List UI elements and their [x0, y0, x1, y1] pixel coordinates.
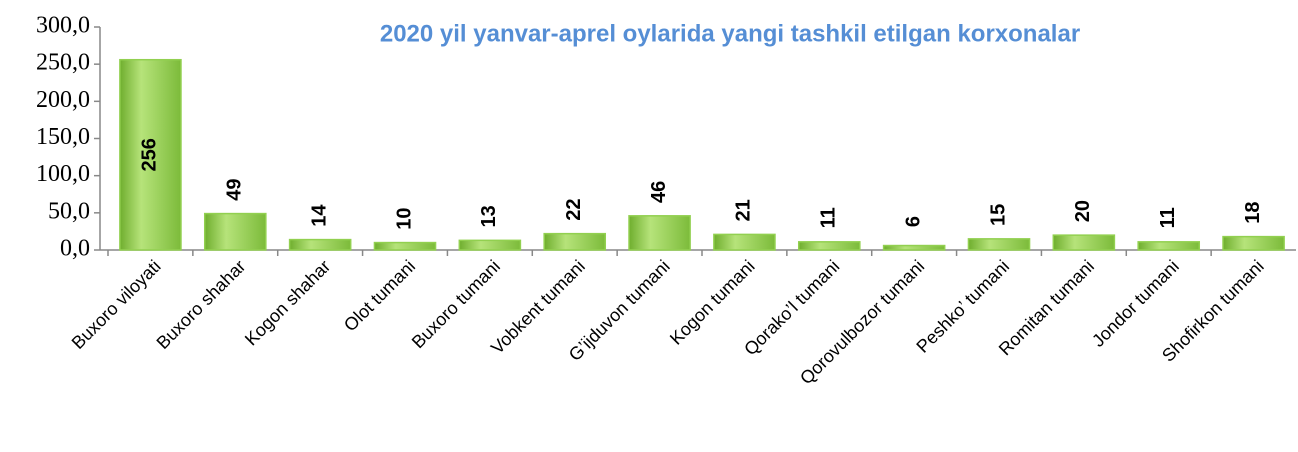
y-tick-label: 250,0 — [36, 50, 90, 76]
bar — [713, 233, 776, 251]
x-tick-label: Buxoro viloyati — [68, 256, 165, 353]
value-label: 11 — [1157, 207, 1179, 228]
x-tick-label: Kogon tumani — [666, 256, 759, 349]
y-tick-label: 200,0 — [36, 87, 90, 113]
bar — [458, 239, 522, 251]
value-label: 46 — [648, 181, 670, 203]
y-tick-label: 100,0 — [36, 161, 90, 187]
x-tick-label: Kogon shahar — [241, 256, 334, 349]
value-label: 14 — [308, 204, 330, 227]
y-tick-label: 300,0 — [36, 13, 90, 39]
y-tick-label: 50,0 — [48, 198, 90, 224]
bar — [1222, 235, 1285, 251]
x-tick-label: Buxoro tumani — [408, 256, 504, 352]
value-label: 18 — [1242, 201, 1264, 223]
value-label: 21 — [733, 199, 755, 221]
bar — [1137, 241, 1201, 251]
bar — [1052, 234, 1116, 251]
bar — [119, 58, 182, 251]
y-tick-label: 150,0 — [36, 124, 90, 150]
bar — [797, 241, 861, 251]
chart-title: 2020 yil yanvar-aprel oylarida yangi tas… — [380, 20, 1080, 47]
x-tick-label: Jondor tumani — [1088, 256, 1183, 351]
x-tick-label: Buxoro shahar — [153, 256, 250, 353]
bar — [288, 238, 352, 251]
bar — [373, 241, 437, 251]
bar — [628, 215, 691, 251]
bar — [203, 212, 267, 251]
value-label: 6 — [902, 216, 924, 227]
value-label: 15 — [987, 204, 1009, 226]
value-label: 22 — [563, 199, 585, 221]
x-tick-label: Olot tumani — [340, 256, 419, 335]
bar — [882, 244, 946, 251]
value-label: 20 — [1072, 200, 1094, 222]
value-label: 10 — [393, 207, 415, 229]
bar — [967, 238, 1031, 251]
value-label: 49 — [224, 178, 246, 200]
y-tick-label: 0,0 — [60, 236, 90, 262]
bar — [543, 232, 607, 251]
value-label: 256 — [139, 138, 161, 171]
value-label: 13 — [478, 205, 500, 227]
value-label: 11 — [818, 207, 840, 228]
